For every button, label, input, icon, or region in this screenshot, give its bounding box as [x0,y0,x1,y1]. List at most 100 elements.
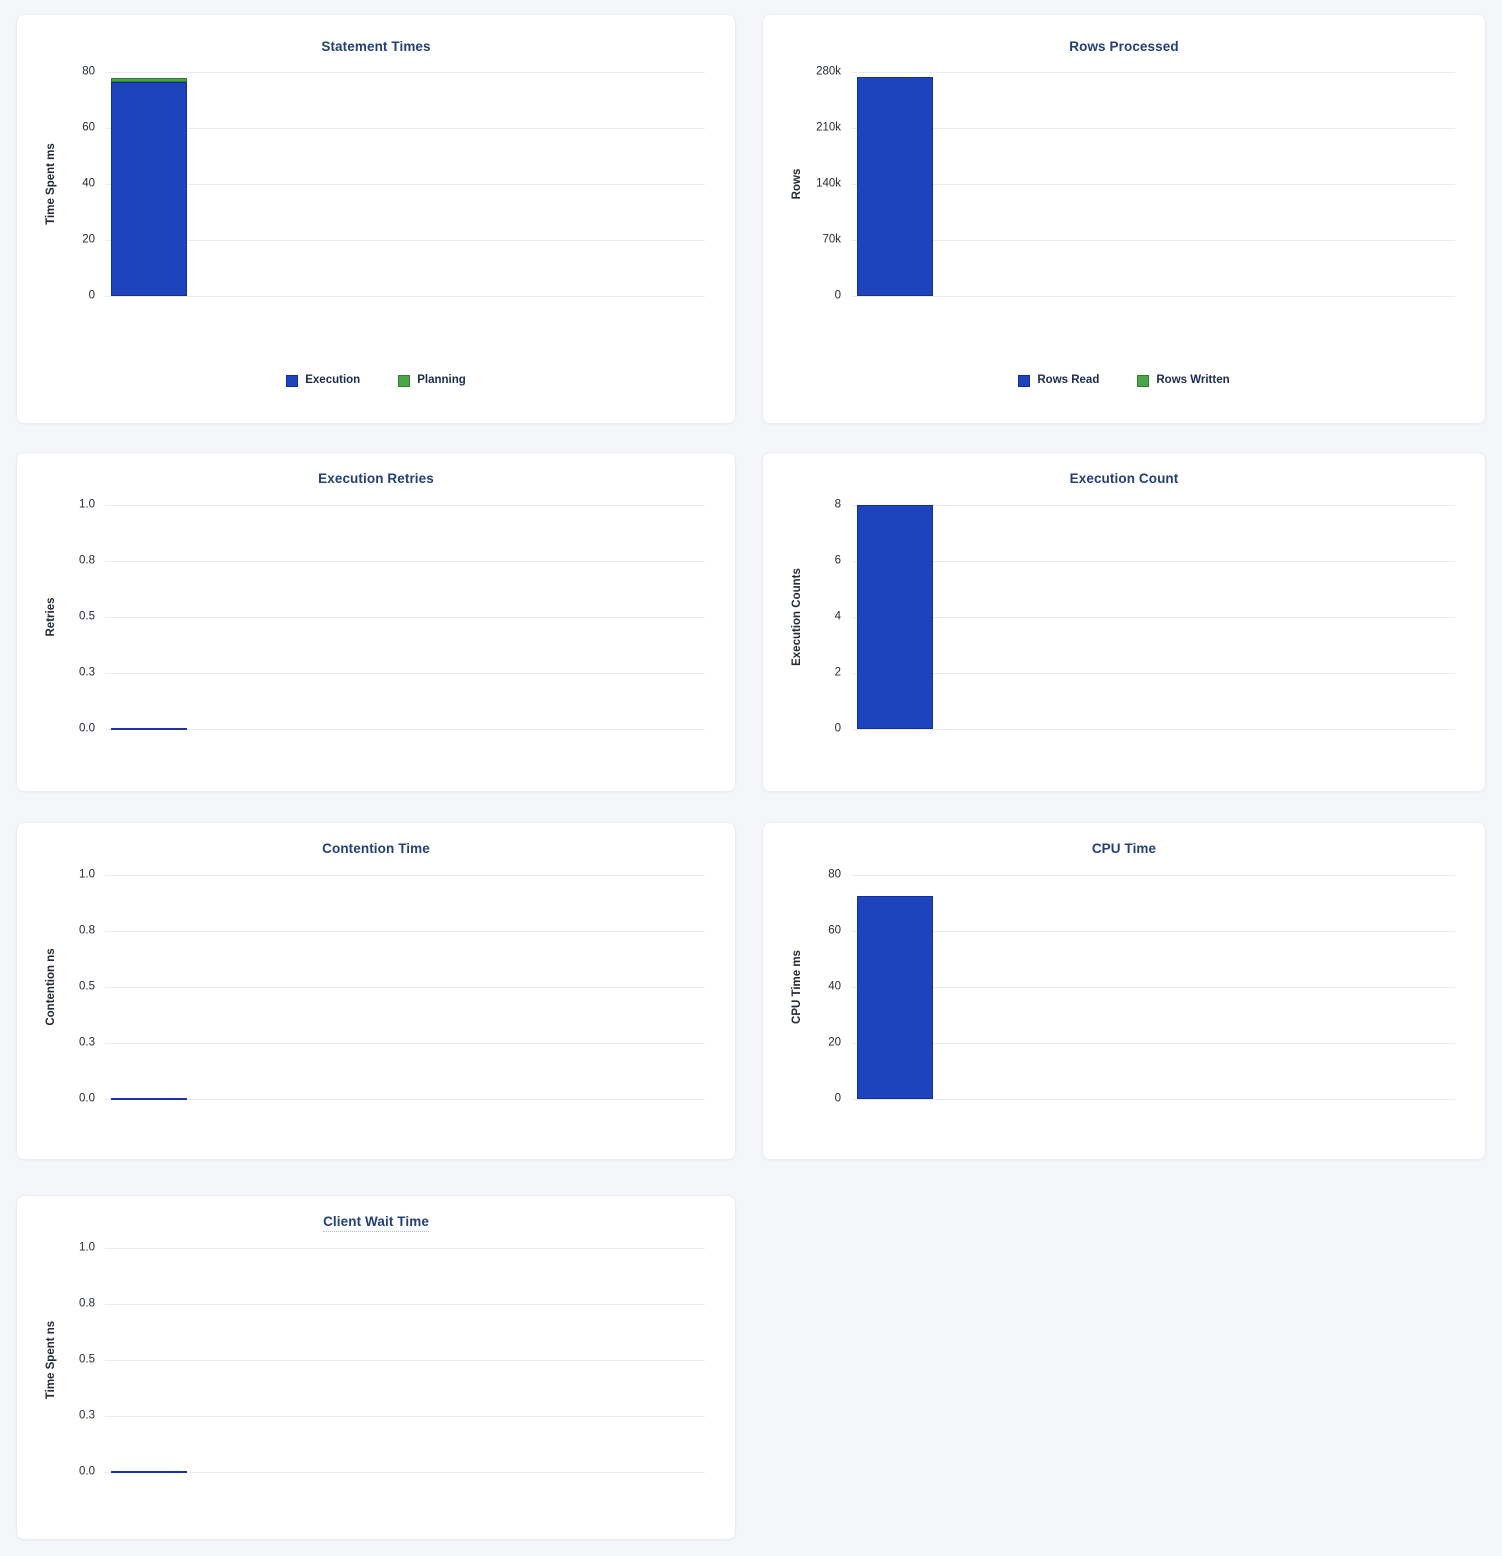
gridline [105,296,705,297]
gridline [105,1043,705,1044]
plot-area [851,875,1455,1100]
plot-area [105,72,705,297]
chart-title-text: Contention Time [322,841,430,856]
y-axis-tick-label: 40 [82,177,95,190]
chart-title-text: Statement Times [321,39,431,54]
bar-segment-execution[interactable] [111,81,187,296]
plot-area [105,505,705,730]
gridline [851,240,1455,241]
y-axis-tick-label: 0.0 [79,1092,95,1105]
gridline [105,72,705,73]
y-axis-tick-label: 8 [834,498,841,511]
y-axis-tick-label: 2 [834,666,841,679]
gridline [851,184,1455,185]
execution-retries-chart-card: Execution Retries 1.0 0.8 0.5 0.3 0.0 Retries [16,452,736,792]
gridline [105,1304,705,1305]
y-axis-tick-label: 40 [828,980,841,993]
y-axis-label: Rows [791,168,803,200]
gridline [105,184,705,185]
chart-title-text: CPU Time [1091,841,1157,856]
chart-title: Client Wait Time [17,1196,735,1232]
chart-legend: Rows Read Rows Written [763,375,1485,387]
gridline [851,72,1455,73]
gridline [105,1416,705,1417]
gridline [105,1248,705,1249]
y-axis-tick-label: 1.0 [79,498,95,511]
y-axis-tick-label: 60 [828,924,841,937]
plot-area [851,72,1455,297]
chart-title: CPU Time [763,823,1485,856]
execution-count-plot: 8 6 4 2 0 Execution Counts [763,499,1485,734]
statement-times-chart-card: Statement Times 80 60 40 20 0 Time Spent ms E… [16,14,736,424]
contention-time-chart-card: Contention Time 1.0 0.8 0.5 0.3 0.0 Contentio… [16,822,736,1160]
chart-title: Statement Times [17,15,735,54]
y-axis-tick-label: 1.0 [79,868,95,881]
gridline [105,673,705,674]
gridline [851,561,1455,562]
zero-value-bar[interactable] [111,1098,187,1100]
y-axis-tick-label: 0.8 [79,554,95,567]
y-axis-tick-label: 0.5 [79,1353,95,1366]
y-axis-tick-label: 140k [816,177,841,190]
chart-title-tooltip-trigger[interactable]: Client Wait Time [323,1214,429,1232]
y-axis-tick-label: 0.3 [79,1036,95,1049]
gridline [851,931,1455,932]
bar-segment-execution-count[interactable] [857,505,933,729]
gridline [105,561,705,562]
gridline [851,128,1455,129]
chart-title: Execution Retries [17,453,735,486]
y-axis-tick-label: 0 [834,1092,841,1105]
y-axis-label: Retries [45,597,57,637]
y-axis-tick-label: 4 [834,610,841,623]
gridline [851,987,1455,988]
legend-label: Execution [305,374,361,387]
y-axis-tick-label: 20 [828,1036,841,1049]
plot-area [105,875,705,1100]
y-axis-tick-label: 0.3 [79,1409,95,1422]
gridline [105,1099,705,1100]
y-axis-tick-label: 0 [834,722,841,735]
legend-label: Rows Read [1037,374,1100,387]
y-axis-label: Contention ns [45,948,57,1026]
gridline [851,296,1455,297]
gridline [105,987,705,988]
y-axis-label: Time Spent ns [45,1320,57,1400]
zero-value-bar[interactable] [111,1471,187,1473]
legend-item-planning[interactable]: Planning [398,375,466,387]
gridline [851,673,1455,674]
y-axis-tick-label: 80 [82,65,95,78]
bar-segment-cpu-time[interactable] [857,896,933,1099]
gridline [851,505,1455,506]
y-axis-tick-label: 1.0 [79,1241,95,1254]
cpu-time-chart-card: CPU Time 80 60 40 20 0 CPU Time ms [762,822,1486,1160]
legend-item-rows-written[interactable]: Rows Written [1137,375,1230,387]
bar-segment-rows-read[interactable] [857,76,933,296]
legend-item-execution[interactable]: Execution [286,375,360,387]
chart-title-text: Execution Count [1069,471,1179,486]
chart-title: Rows Processed [763,15,1485,54]
y-axis-tick-label: 0.3 [79,666,95,679]
y-axis-tick-label: 70k [822,233,841,246]
y-axis-tick-label: 60 [82,121,95,134]
execution-retries-plot: 1.0 0.8 0.5 0.3 0.0 Retries [17,499,735,734]
chart-title: Contention Time [17,823,735,856]
bar-segment-planning[interactable] [111,78,187,82]
y-axis-tick-label: 0 [834,289,841,302]
zero-value-bar[interactable] [111,728,187,730]
legend-item-rows-read[interactable]: Rows Read [1018,375,1099,387]
legend-label: Planning [417,374,466,387]
execution-count-chart-card: Execution Count 8 6 4 2 0 Execution Counts [762,452,1486,792]
y-axis-label: Execution Counts [791,568,803,666]
chart-title: Execution Count [763,453,1485,486]
gridline [105,1360,705,1361]
y-axis-tick-label: 6 [834,554,841,567]
chart-title-text: Execution Retries [318,471,434,486]
chart-legend: Execution Planning [17,375,735,387]
legend-swatch-execution [286,375,299,387]
gridline [105,729,705,730]
y-axis-tick-label: 20 [82,233,95,246]
legend-swatch-planning [398,375,411,387]
y-axis-tick-label: 0.5 [79,980,95,993]
gridline [105,128,705,129]
